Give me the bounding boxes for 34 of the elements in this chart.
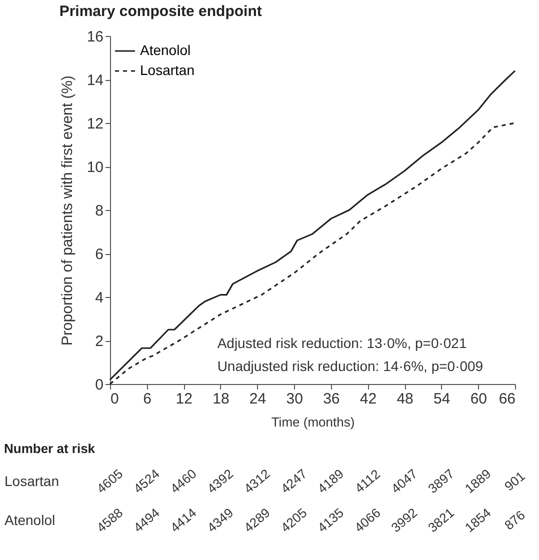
x-tick-label: 66 xyxy=(498,390,516,408)
x-tick-label: 60 xyxy=(470,390,488,408)
x-tick-label: 12 xyxy=(176,390,192,408)
x-tick-label: 6 xyxy=(143,390,152,408)
legend-label: Losartan xyxy=(140,62,194,78)
y-axis-title: Proportion of patients with first event (%) xyxy=(58,75,76,346)
y-tick-label: 2 xyxy=(95,333,104,350)
y-tick-label: 16 xyxy=(86,28,104,46)
text: 4112 xyxy=(352,466,383,496)
text: 901 xyxy=(502,468,528,494)
y-tick-label: 6 xyxy=(95,246,104,263)
y-tick-label: 14 xyxy=(86,72,104,89)
text: Atenolol xyxy=(4,512,56,528)
y-tick-label: 4 xyxy=(95,290,104,306)
y-tick-label: 8 xyxy=(95,202,104,220)
x-tick-label: 48 xyxy=(396,390,414,408)
legend-label: Atenolol xyxy=(140,42,191,58)
y-tick-label: 0 xyxy=(95,376,104,394)
x-tick-label: 18 xyxy=(212,390,230,408)
annotation: Unadjusted risk reduction: 14·6%, p=0·009 xyxy=(217,358,484,374)
text: Number at risk xyxy=(4,441,96,456)
x-axis-title: Time (months) xyxy=(271,414,355,430)
y-tick-label: 12 xyxy=(86,116,104,132)
chart-title: Primary composite endpoint xyxy=(59,3,262,20)
x-tick-label: 24 xyxy=(249,390,266,408)
x-tick-label: 42 xyxy=(360,390,377,408)
x-tick-label: 30 xyxy=(286,390,303,408)
y-tick-label: 10 xyxy=(86,159,104,176)
text: Losartan xyxy=(4,473,59,489)
x-tick-label: 0 xyxy=(110,390,119,408)
x-tick-label: 54 xyxy=(434,390,450,408)
x-tick-label: 36 xyxy=(323,390,340,408)
annotation: Adjusted risk reduction: 13·0%, p=0·021 xyxy=(217,335,467,351)
text: 876 xyxy=(502,507,528,533)
